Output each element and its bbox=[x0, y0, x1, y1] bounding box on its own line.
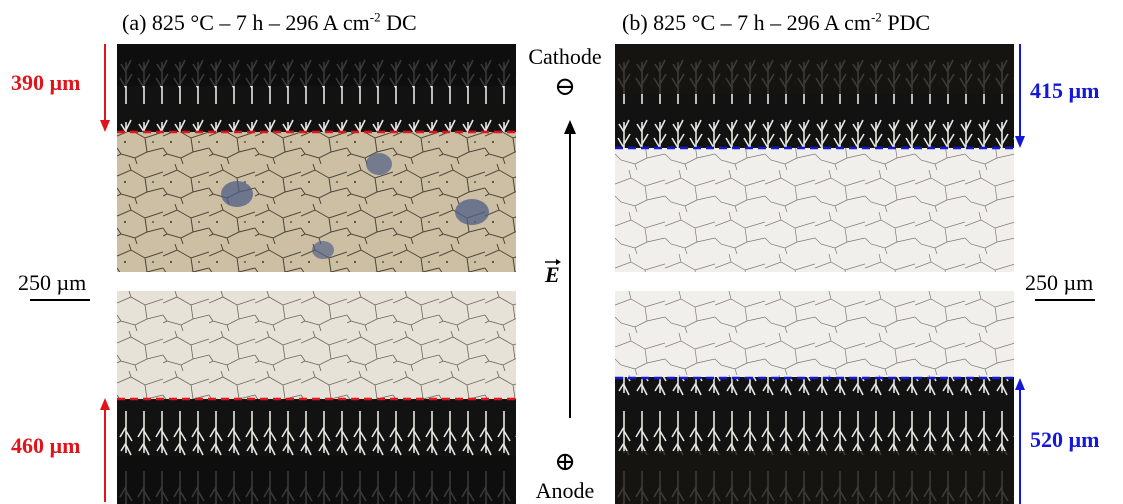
panel-b-top-arrow-icon bbox=[1015, 44, 1025, 148]
panel-a-bottom-micrograph bbox=[117, 291, 516, 504]
panel-b-top-interface-line bbox=[615, 146, 1014, 150]
panel-a-top-thickness-label: 390 µm bbox=[11, 70, 81, 95]
panel-a-bottom-thickness-label: 460 µm bbox=[11, 433, 81, 458]
right-scale-bar bbox=[1035, 299, 1095, 301]
panel-b-title-suffix: PDC bbox=[881, 10, 931, 35]
panel-b-title-prefix: (b) 825 °C – 7 h – 296 A cm bbox=[622, 10, 871, 35]
panel-a-title-exponent: -2 bbox=[369, 9, 381, 25]
panel-a-title-prefix: (a) 825 °C – 7 h – 296 A cm bbox=[122, 10, 370, 35]
electric-field-arrow-icon bbox=[564, 120, 576, 418]
left-scale-bar-label: 250 µm bbox=[18, 270, 87, 295]
vector-arrow-icon bbox=[545, 259, 561, 265]
panel-b-title: (b) 825 °C – 7 h – 296 A cm-2 PDC bbox=[622, 10, 930, 36]
panel-b-top-micrograph bbox=[615, 44, 1014, 272]
right-scale-bar-label: 250 µm bbox=[1025, 270, 1094, 295]
panel-a-title-suffix: DC bbox=[380, 10, 417, 35]
panel-b-bottom-arrow-icon bbox=[1015, 378, 1025, 504]
left-scale-bar bbox=[30, 299, 90, 301]
anode-symbol: ⊕ bbox=[554, 447, 576, 476]
anode-label: Anode bbox=[535, 478, 595, 503]
panel-b-title-exponent: -2 bbox=[870, 9, 882, 25]
panel-b-bottom-micrograph bbox=[615, 291, 1014, 504]
cathode-symbol: ⊖ bbox=[554, 72, 576, 101]
panel-b-top-thickness-label: 415 µm bbox=[1030, 78, 1100, 103]
panel-b-bottom-thickness-label: 520 µm bbox=[1030, 427, 1100, 452]
electric-field-label: E bbox=[540, 258, 568, 288]
electric-field-symbol: E bbox=[545, 262, 560, 287]
panel-a-top-interface-line bbox=[117, 130, 516, 134]
panel-a-bottom-interface-line bbox=[117, 397, 516, 401]
panel-a-top-micrograph bbox=[117, 44, 516, 272]
cathode-label: Cathode bbox=[528, 44, 602, 69]
panel-b-bottom-interface-line bbox=[615, 376, 1014, 380]
panel-a-bottom-arrow-icon bbox=[100, 398, 110, 502]
panel-a-top-arrow-icon bbox=[100, 44, 110, 132]
panel-a-title: (a) 825 °C – 7 h – 296 A cm-2 DC bbox=[122, 10, 417, 36]
